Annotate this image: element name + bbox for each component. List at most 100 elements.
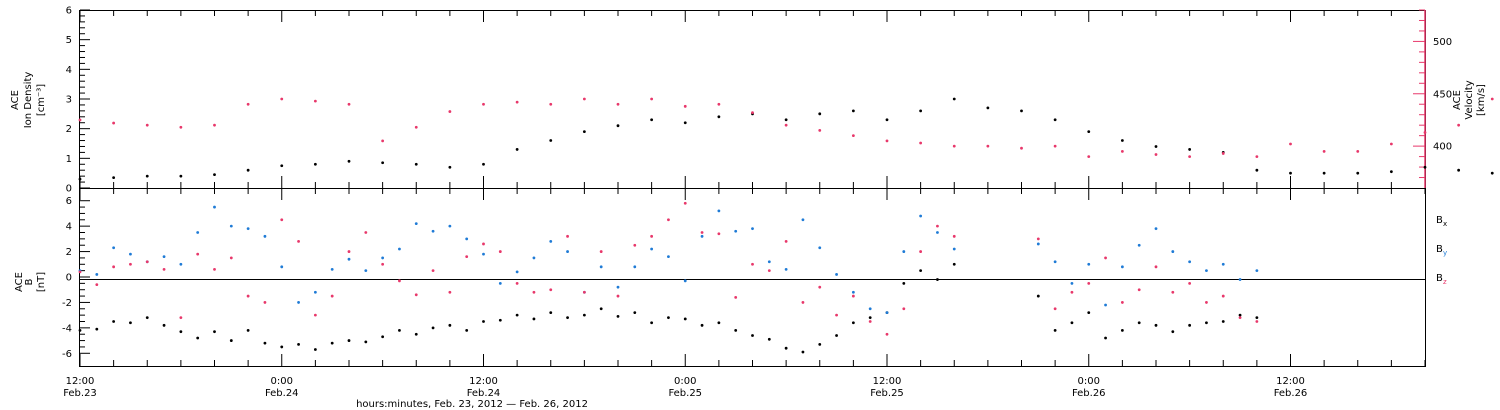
time-tick-label-6: 12:00	[1276, 376, 1305, 387]
bz-point	[482, 242, 485, 246]
bx-point	[498, 318, 502, 322]
density-tick-label-4: 4	[66, 65, 72, 76]
by-point	[868, 307, 872, 311]
density-tick-label-5: 5	[66, 35, 72, 46]
density-point	[145, 174, 149, 178]
density-point	[1423, 165, 1427, 169]
b-tick-label--6: -6	[62, 349, 72, 360]
velocity-point	[1188, 155, 1192, 158]
bz-point	[213, 267, 216, 271]
bx-point	[700, 323, 704, 327]
density-point	[78, 177, 82, 181]
bx-point	[952, 262, 956, 266]
bz-point	[179, 316, 183, 320]
bz-point	[818, 285, 822, 289]
top-data-points	[78, 97, 1494, 181]
time-tick-label-2: 12:00	[469, 376, 498, 387]
time-tick-date-4: Feb.25	[870, 388, 904, 399]
density-point	[1188, 148, 1192, 151]
bz-point	[78, 270, 82, 274]
bx-point	[818, 342, 822, 346]
by-point	[313, 290, 317, 294]
by-point	[280, 265, 284, 269]
bx-point	[398, 329, 401, 332]
bz-point	[902, 307, 906, 311]
velocity-point	[582, 97, 586, 101]
bz-point	[112, 265, 116, 269]
bx-point	[650, 321, 654, 325]
density-axis-label-line1: ACE	[10, 90, 21, 110]
by-point	[297, 301, 300, 304]
bz-point	[465, 255, 469, 259]
bx-point	[936, 278, 939, 281]
bx-point	[313, 348, 317, 351]
bz-point	[851, 294, 855, 298]
bx-point	[784, 346, 788, 350]
bz-point	[784, 240, 788, 243]
bx-point	[145, 316, 149, 320]
bz-point	[95, 283, 99, 287]
by-point	[1205, 269, 1208, 273]
time-tick-label-0: 12:00	[66, 376, 95, 387]
density-point	[1087, 130, 1091, 134]
bz-point	[683, 201, 687, 205]
bx-point	[1255, 316, 1259, 320]
bx-point	[364, 340, 368, 344]
bx-point	[229, 339, 233, 342]
bx-point	[835, 334, 838, 337]
bx-point	[1171, 330, 1175, 334]
bx-point	[734, 329, 738, 332]
by-point	[1188, 260, 1192, 264]
bottom-data-points	[78, 201, 1259, 354]
bz-point	[398, 279, 401, 283]
velocity-point	[784, 123, 788, 127]
bz-point	[549, 288, 553, 292]
density-point	[1356, 171, 1360, 175]
legend-sub-y: y	[1443, 249, 1447, 257]
density-point	[1053, 118, 1057, 122]
density-axis-label-line2: Ion Density	[23, 72, 34, 129]
bz-point	[280, 218, 284, 222]
bz-point	[582, 290, 586, 294]
by-point	[1070, 281, 1074, 285]
density-point	[851, 109, 855, 113]
bz-point	[566, 234, 569, 238]
time-tick-label-5: 0:00	[1078, 376, 1100, 387]
velocity-point	[213, 123, 216, 127]
bx-point	[1120, 329, 1124, 332]
velocity-point	[1020, 146, 1023, 150]
velocity-point	[1221, 152, 1225, 155]
x-axis-title: hours:minutes, Feb. 23, 2012 — Feb. 26, …	[356, 399, 588, 410]
bx-point	[280, 345, 284, 349]
bz-point	[364, 231, 368, 234]
density-point	[952, 97, 956, 101]
velocity-point	[616, 102, 620, 106]
by-point	[1238, 278, 1242, 281]
density-point	[347, 159, 351, 163]
time-tick-label-4: 12:00	[873, 376, 902, 387]
bx-point	[767, 337, 771, 341]
by-point	[179, 262, 183, 266]
by-point	[1171, 250, 1175, 253]
density-point	[179, 174, 183, 178]
time-axis: 12:00Feb.230:00Feb.2412:00Feb.240:00Feb.…	[63, 188, 1426, 399]
bz-point	[1205, 301, 1208, 304]
bz-point	[801, 301, 805, 304]
time-tick-date-5: Feb.26	[1072, 388, 1106, 399]
bx-point	[330, 341, 334, 345]
density-point	[1289, 171, 1292, 175]
velocity-point	[1457, 123, 1461, 127]
bx-point	[851, 321, 855, 325]
density-point	[1322, 171, 1326, 175]
bx-point	[667, 316, 670, 320]
by-point	[1154, 227, 1158, 231]
velocity-point	[1356, 149, 1360, 153]
velocity-point	[448, 110, 452, 113]
density-tick-label-2: 2	[66, 124, 72, 135]
bx-point	[1238, 313, 1242, 317]
bz-point	[633, 243, 637, 247]
bz-point	[717, 232, 721, 236]
bx-point	[801, 350, 805, 354]
by-point	[129, 252, 132, 256]
density-point	[482, 162, 485, 166]
